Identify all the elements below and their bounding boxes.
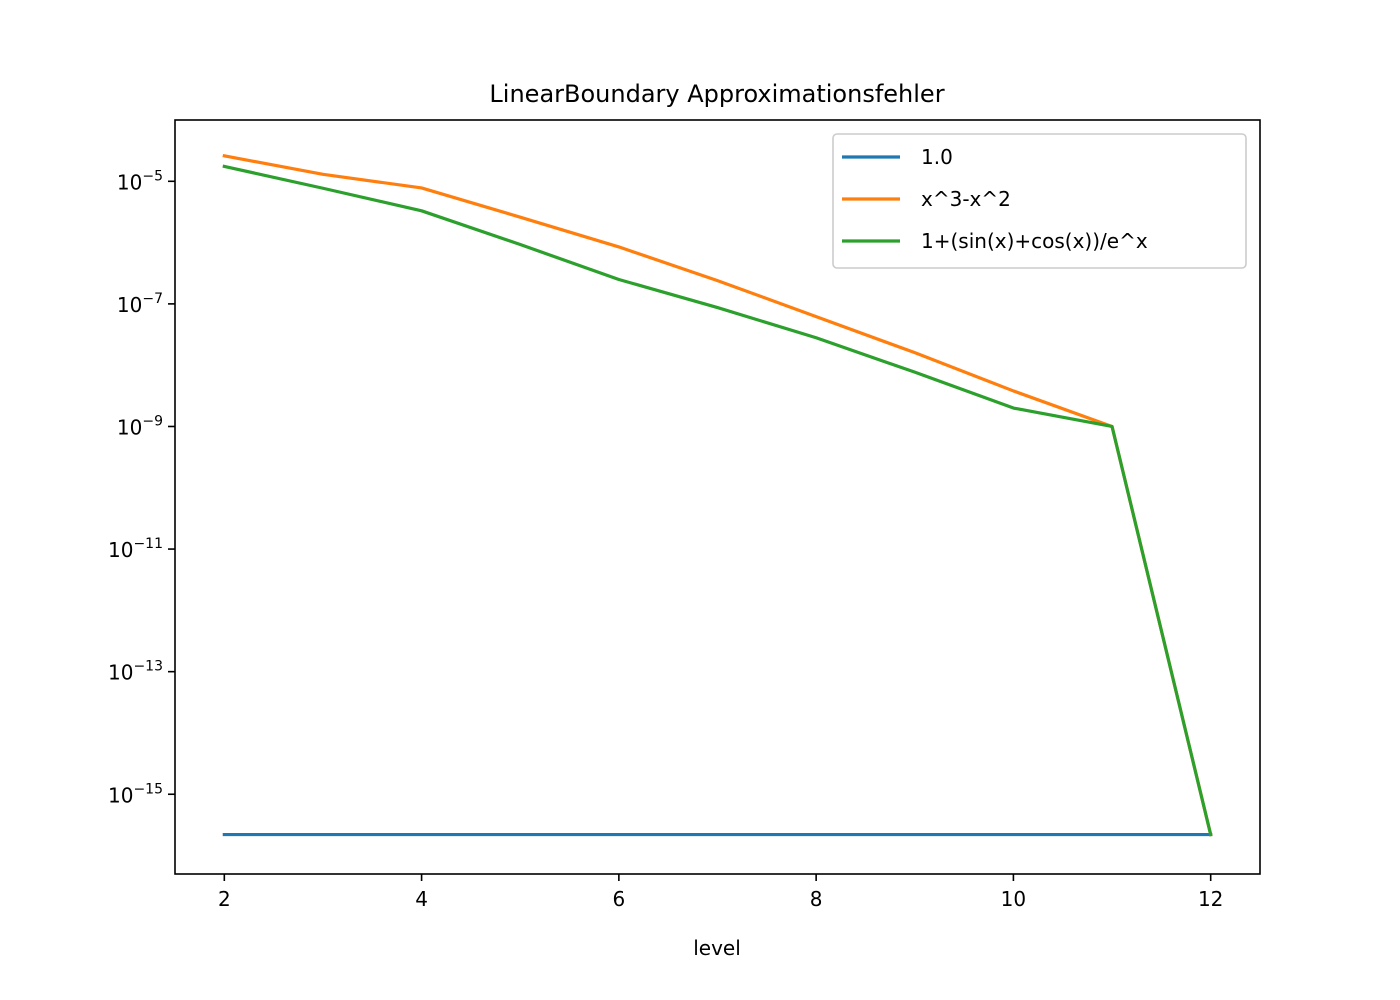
- plot-frame: [174, 119, 1261, 875]
- legend-label-1: 1.0: [921, 145, 953, 169]
- x-tick-label: 10: [1001, 887, 1026, 911]
- chart-title: LinearBoundary Approximationsfehler: [489, 80, 944, 108]
- legend-label-2: x^3-x^2: [921, 187, 1011, 211]
- x-tick-label: 8: [810, 887, 823, 911]
- y-tick-label: 10−15: [108, 781, 163, 807]
- y-axis: 10−5 10−7 10−9 10−11 10−13 10−15: [108, 168, 175, 807]
- y-tick-label: 10−7: [117, 291, 163, 317]
- legend-label-3: 1+(sin(x)+cos(x))/e^x: [921, 229, 1148, 253]
- x-tick-label: 4: [415, 887, 428, 911]
- y-tick-label: 10−11: [108, 536, 163, 562]
- y-tick-label: 10−13: [108, 659, 163, 685]
- legend: 1.0 x^3-x^2 1+(sin(x)+cos(x))/e^x: [832, 133, 1247, 269]
- series-layer: [222, 153, 1213, 837]
- x-axis-label: level: [693, 936, 741, 960]
- legend-box: [832, 133, 1247, 269]
- series-line-3: [222, 164, 1213, 837]
- x-tick-label: 6: [612, 887, 625, 911]
- y-tick-label: 10−5: [117, 168, 163, 194]
- x-tick-label: 2: [218, 887, 231, 911]
- series-line-2: [222, 153, 1213, 837]
- x-tick-label: 12: [1198, 887, 1223, 911]
- x-axis: 2 4 6 8 10 12: [218, 874, 1223, 911]
- y-tick-label: 10−9: [117, 413, 163, 439]
